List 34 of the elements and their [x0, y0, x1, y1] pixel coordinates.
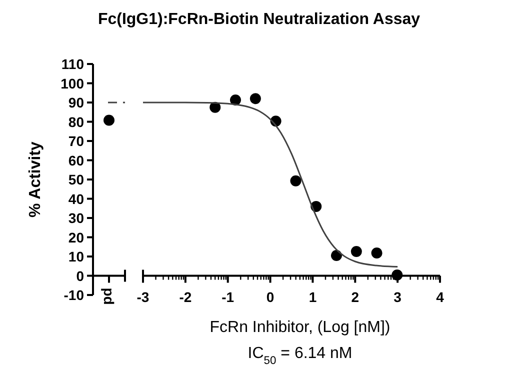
- x-axis-title: FcRn Inhibitor, (Log [nM]): [210, 319, 390, 336]
- y-tick-label: 80: [68, 114, 84, 130]
- x-tick-label: 2: [351, 288, 360, 305]
- y-tick-label: 10: [68, 248, 84, 264]
- point: [350, 246, 362, 257]
- y-axis-title: % Activity: [27, 141, 44, 218]
- y-tick-label: -10: [64, 287, 84, 303]
- y-tick-label: 20: [68, 229, 84, 246]
- x-tick-label: -3: [136, 288, 150, 305]
- x-tick-label: 3: [394, 288, 402, 305]
- y-tick-label: 90: [68, 94, 84, 110]
- y-tick-label: 100: [60, 75, 84, 92]
- y-tick-label: 30: [68, 210, 84, 226]
- point: [371, 248, 382, 259]
- x-tick-label: pd: [101, 288, 117, 305]
- point: [330, 250, 342, 262]
- y-tick-label: 50: [68, 172, 84, 188]
- chart-title: Fc(IgG1):FcRn-Biotin Neutralization Assay: [98, 11, 420, 28]
- x-tick-label: 0: [266, 288, 274, 305]
- point: [250, 93, 261, 104]
- y-tick-label: 0: [76, 268, 84, 284]
- x-tick-label: 1: [308, 288, 317, 305]
- point: [230, 94, 241, 106]
- text: IC$_{50}$ = 6.14 nM: [248, 345, 352, 367]
- point: [210, 102, 221, 113]
- y-tick-label: 70: [68, 133, 84, 149]
- point: [290, 175, 302, 186]
- x-tick-label: -2: [179, 288, 192, 305]
- y-tick-label: 60: [68, 152, 84, 168]
- x-tick-label: 4: [436, 288, 444, 305]
- y-tick-label: 40: [68, 190, 84, 207]
- point: [392, 269, 403, 280]
- x-tick-label: -1: [222, 288, 234, 305]
- y-tick-label: 110: [61, 56, 84, 72]
